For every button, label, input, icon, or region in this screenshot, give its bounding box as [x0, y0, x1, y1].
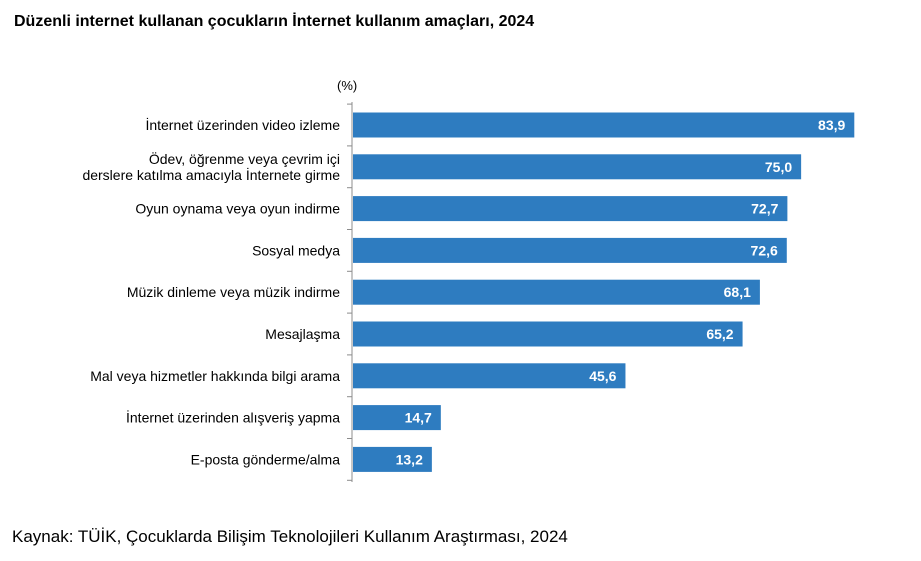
category-label: Sosyal medya — [252, 242, 340, 258]
category-label: İnternet üzerinden alışveriş yapma — [126, 409, 340, 426]
bar — [353, 237, 787, 263]
category-label: derslere katılma amacıyla İnternete girm… — [82, 166, 340, 183]
category-label: Oyun oynama veya oyun indirme — [135, 201, 340, 217]
bar — [353, 446, 432, 472]
bar-value-label: 75,0 — [765, 159, 792, 175]
bar — [353, 154, 802, 180]
bar — [353, 405, 441, 431]
axis — [347, 102, 353, 482]
bar-value-label: 68,1 — [724, 284, 751, 300]
unit-label: (%) — [337, 78, 358, 93]
bar — [353, 321, 743, 347]
bar-value-label: 45,6 — [589, 368, 616, 384]
category-label: İnternet üzerinden video izleme — [145, 116, 340, 133]
category-labels: İnternet üzerinden video izleme Ödev, öğr… — [82, 116, 340, 467]
category-label: Müzik dinleme veya müzik indirme — [127, 284, 340, 300]
category-label: E-posta gönderme/alma — [191, 451, 341, 467]
bar-value-label: 65,2 — [706, 326, 733, 342]
bar-value-label: 72,7 — [751, 201, 778, 217]
bar-value-label: 83,9 — [818, 117, 845, 133]
bar-value-label: 13,2 — [396, 451, 423, 467]
category-label: Mesajlaşma — [265, 326, 340, 342]
bar — [353, 363, 626, 389]
bar — [353, 279, 760, 305]
bars: 83,9 75,0 72,7 72,6 68,1 65,2 45,6 14,7 13,2 — [353, 112, 855, 472]
bar-value-label: 72,6 — [751, 242, 778, 258]
category-label: Ödev, öğrenme veya çevrim içi — [149, 150, 340, 167]
bar — [353, 112, 855, 138]
category-label: Mal veya hizmetler hakkında bilgi arama — [90, 368, 340, 384]
bar — [353, 196, 788, 222]
chart-title: Düzenli internet kullanan çocukların İnt… — [14, 13, 535, 30]
source-note: Kaynak: TÜİK, Çocuklarda Bilişim Teknolo… — [12, 527, 568, 546]
bar-value-label: 14,7 — [405, 410, 432, 426]
